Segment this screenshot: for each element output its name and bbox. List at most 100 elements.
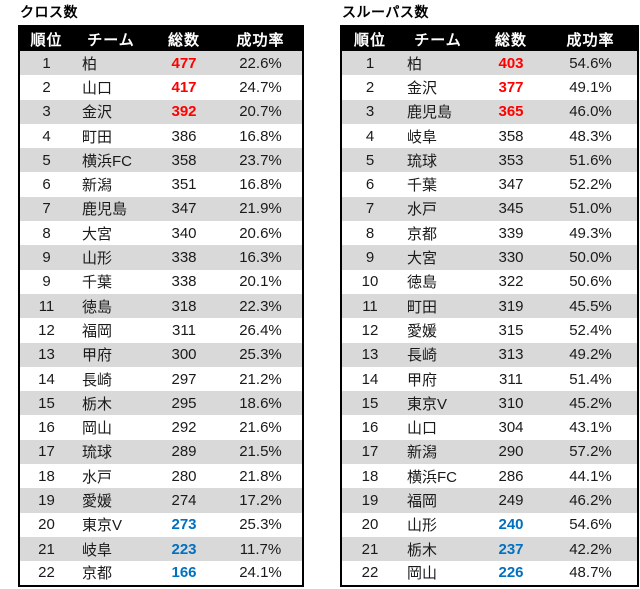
total-cell: 311 <box>172 321 196 339</box>
table-row: 6 千葉 347 52.2% <box>341 172 638 197</box>
table-row: 20 山形 240 54.6% <box>341 512 638 537</box>
rate-cell: 54.6% <box>569 54 612 72</box>
table-row: 22 京都 166 24.1% <box>19 561 303 586</box>
rank-cell: 11 <box>38 297 55 315</box>
rate-cell: 43.1% <box>569 419 612 437</box>
total-cell: 286 <box>498 467 524 485</box>
through-pass-table: 順位 チーム 総数 成功率 1 柏 403 54.6% 2 金沢 377 49.1% 3 鹿児島 3… <box>340 25 639 587</box>
team-cell: 山口 <box>407 420 438 438</box>
team-cell: 山形 <box>82 250 113 268</box>
rate-cell: 20.1% <box>239 273 282 291</box>
table-row: 16 岡山 292 21.6% <box>19 415 303 440</box>
rate-cell: 24.7% <box>239 78 282 96</box>
total-cell: 330 <box>498 249 524 267</box>
rate-cell: 50.0% <box>569 249 612 267</box>
rate-cell: 21.6% <box>239 419 282 437</box>
table-row: 10 徳島 322 50.6% <box>341 269 638 294</box>
total-cell: 351 <box>171 176 197 194</box>
table-row: 15 東京V 310 45.2% <box>341 391 638 416</box>
rate-cell: 16.8% <box>239 127 282 145</box>
team-cell: 新潟 <box>82 177 113 195</box>
rank-cell: 12 <box>361 321 379 339</box>
team-cell: 金沢 <box>407 79 438 97</box>
team-cell: 大宮 <box>82 225 113 243</box>
table-row: 18 水戸 280 21.8% <box>19 464 303 489</box>
team-cell: 栃木 <box>82 395 113 413</box>
team-cell: 岡山 <box>82 420 113 438</box>
team-cell: 水戸 <box>407 201 438 219</box>
rate-cell: 23.7% <box>239 151 282 169</box>
total-cell: 347 <box>498 176 524 194</box>
team-cell: 長崎 <box>82 371 113 389</box>
rate-cell: 48.3% <box>569 127 612 145</box>
rate-cell: 50.6% <box>569 273 612 291</box>
table-row: 15 栃木 295 18.6% <box>19 391 303 416</box>
total-cell: 223 <box>171 540 197 558</box>
team-cell: 大宮 <box>407 250 438 268</box>
table-row: 8 大宮 340 20.6% <box>19 221 303 246</box>
rank-cell: 16 <box>361 419 379 437</box>
team-cell: 琉球 <box>82 444 113 462</box>
column-header-team: チーム <box>398 26 478 51</box>
table-row: 14 長崎 297 21.2% <box>19 366 303 392</box>
rank-cell: 4 <box>42 127 51 145</box>
table-row: 9 大宮 330 50.0% <box>341 245 638 270</box>
team-cell: 京都 <box>407 225 438 243</box>
total-cell: 290 <box>498 443 524 461</box>
rate-cell: 25.3% <box>239 516 282 534</box>
cross-count-table: 順位 チーム 総数 成功率 1 柏 477 22.6% 2 山口 417 24.7% 3 金沢 39… <box>18 25 304 587</box>
cross-count-section: クロス数 順位 チーム 総数 成功率 1 柏 477 22.6% 2 山口 417 24.7%… <box>18 2 304 589</box>
rank-cell: 5 <box>42 151 51 169</box>
rate-cell: 52.2% <box>569 176 612 194</box>
table-row: 2 山口 417 24.7% <box>19 75 303 100</box>
total-cell: 365 <box>498 103 524 121</box>
rank-cell: 7 <box>42 200 51 218</box>
rank-cell: 2 <box>365 78 375 96</box>
total-cell: 313 <box>498 346 524 364</box>
total-cell: 340 <box>171 224 197 242</box>
team-cell: 岐阜 <box>407 128 438 146</box>
team-cell: 甲府 <box>82 347 113 365</box>
rate-cell: 26.4% <box>239 321 282 339</box>
rank-cell: 1 <box>365 54 375 72</box>
total-cell: 392 <box>171 103 197 121</box>
team-cell: 千葉 <box>407 177 438 195</box>
table-row: 4 町田 386 16.8% <box>19 123 303 149</box>
table-row: 5 琉球 353 51.6% <box>341 148 638 173</box>
cross-count-title: クロス数 <box>20 4 78 20</box>
rate-cell: 22.6% <box>239 54 282 72</box>
total-cell: 347 <box>171 200 197 218</box>
total-cell: 289 <box>171 443 197 461</box>
team-cell: 長崎 <box>407 347 438 365</box>
total-cell: 295 <box>171 394 197 412</box>
team-cell: 鹿児島 <box>82 201 128 219</box>
team-cell: 福岡 <box>82 322 113 340</box>
rank-cell: 3 <box>365 103 375 121</box>
team-cell: 横浜FC <box>407 468 457 486</box>
table-row: 1 柏 477 22.6% <box>19 51 303 76</box>
column-header-team: チーム <box>73 26 149 51</box>
team-cell: 栃木 <box>407 541 438 559</box>
team-cell: 東京V <box>407 395 448 413</box>
table-row: 8 京都 339 49.3% <box>341 221 638 246</box>
rank-cell: 21 <box>361 540 379 558</box>
table-row: 13 甲府 300 25.3% <box>19 342 303 367</box>
rate-cell: 25.3% <box>239 346 282 364</box>
table-row: 17 琉球 289 21.5% <box>19 439 303 465</box>
team-cell: 琉球 <box>407 152 438 170</box>
table-row: 3 金沢 392 20.7% <box>19 99 303 124</box>
team-cell: 愛媛 <box>407 322 438 340</box>
table-row: 6 新潟 351 16.8% <box>19 172 303 197</box>
rank-cell: 10 <box>361 273 379 291</box>
rate-cell: 20.7% <box>239 103 282 121</box>
team-cell: 柏 <box>82 55 98 73</box>
total-cell: 273 <box>171 516 197 534</box>
table-row: 5 横浜FC 358 23.7% <box>19 148 303 173</box>
column-header-rank: 順位 <box>341 26 398 51</box>
rate-cell: 45.2% <box>569 394 612 412</box>
team-cell: 岐阜 <box>82 541 113 559</box>
rank-cell: 20 <box>361 516 379 534</box>
total-cell: 345 <box>498 200 524 218</box>
rate-cell: 51.0% <box>569 200 612 218</box>
rate-cell: 21.8% <box>239 467 282 485</box>
